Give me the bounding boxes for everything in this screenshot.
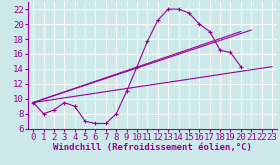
X-axis label: Windchill (Refroidissement éolien,°C): Windchill (Refroidissement éolien,°C) <box>53 143 252 152</box>
